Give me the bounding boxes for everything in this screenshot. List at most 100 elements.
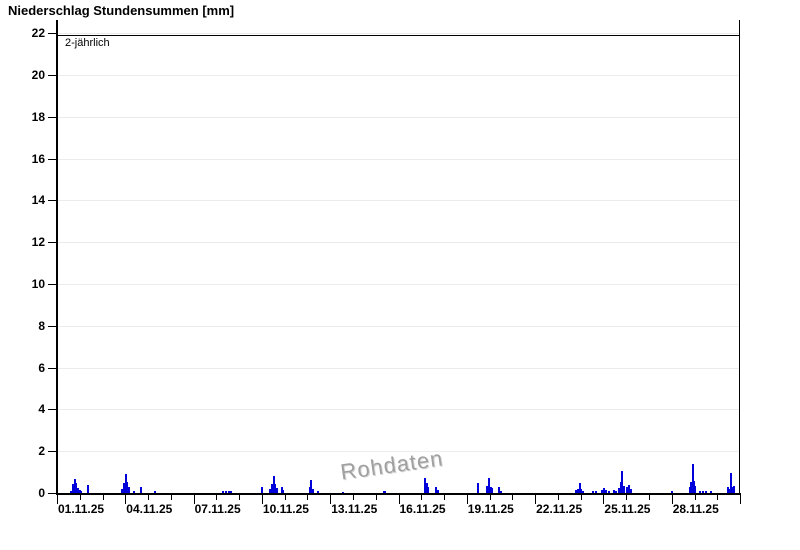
y-tick-label: 0 bbox=[38, 486, 45, 500]
precip-bar bbox=[630, 488, 633, 493]
x-tick bbox=[79, 495, 81, 500]
precip-bar bbox=[605, 489, 608, 493]
x-tick bbox=[421, 495, 423, 500]
precip-bar bbox=[382, 490, 385, 493]
y-tick bbox=[48, 325, 56, 327]
watermark: Rohdaten bbox=[338, 445, 445, 485]
y-tick-label: 18 bbox=[31, 109, 45, 124]
precip-bar bbox=[132, 490, 135, 493]
precip-bar bbox=[342, 491, 345, 493]
threshold-line bbox=[57, 35, 740, 37]
precip-bar bbox=[271, 483, 274, 493]
precip-bar bbox=[77, 488, 80, 493]
y-tick bbox=[48, 116, 56, 118]
precip-bar bbox=[694, 485, 697, 493]
gridline bbox=[57, 242, 740, 244]
precip-bar bbox=[671, 490, 674, 493]
precip-bar bbox=[499, 490, 502, 493]
precip-bar bbox=[580, 489, 583, 493]
y-tick bbox=[48, 283, 56, 285]
x-tick bbox=[375, 495, 377, 500]
precip-bar bbox=[614, 490, 617, 493]
precip-bar bbox=[75, 486, 78, 493]
precip-bar bbox=[607, 490, 610, 493]
x-tick-label: 19.11.25 bbox=[467, 502, 514, 516]
y-axis-line bbox=[56, 20, 58, 495]
x-tick bbox=[170, 495, 172, 500]
precip-bar bbox=[282, 489, 285, 493]
x-axis-line bbox=[56, 493, 741, 495]
precip-bar bbox=[733, 485, 736, 493]
precip-bar bbox=[139, 486, 142, 493]
precip-bar bbox=[693, 480, 696, 493]
precip-bar bbox=[86, 484, 89, 493]
gridline bbox=[57, 325, 740, 327]
gridline bbox=[57, 367, 740, 369]
gridline bbox=[57, 74, 740, 76]
x-tick bbox=[466, 495, 468, 504]
x-tick-label: 22.11.25 bbox=[536, 502, 583, 516]
precip-bar bbox=[582, 490, 585, 493]
precip-bar bbox=[154, 490, 157, 493]
y-tick-label: 10 bbox=[31, 276, 45, 291]
y-tick bbox=[48, 33, 56, 34]
gridline bbox=[57, 451, 740, 453]
precip-bar bbox=[595, 490, 598, 493]
y-tick-label: 8 bbox=[38, 318, 45, 333]
right-border-line bbox=[739, 20, 740, 495]
x-tick bbox=[307, 495, 309, 500]
precip-bar bbox=[275, 487, 278, 493]
x-tick bbox=[580, 495, 582, 500]
precip-bar bbox=[269, 488, 272, 493]
threshold-label: 2-jährlich bbox=[65, 36, 110, 49]
y-tick-label: 14 bbox=[31, 193, 45, 208]
chart-title: Niederschlag Stundensummen [mm] bbox=[8, 3, 235, 18]
precip-bar bbox=[224, 490, 227, 493]
precip-bar bbox=[230, 491, 233, 493]
y-tick-label: 6 bbox=[38, 360, 45, 375]
precip-bar bbox=[311, 488, 314, 493]
y-tick bbox=[48, 493, 56, 494]
y-tick-label: 22 bbox=[31, 26, 45, 40]
precip-bar bbox=[123, 482, 126, 493]
precip-bar bbox=[317, 490, 320, 493]
x-tick bbox=[740, 495, 741, 504]
precip-bar bbox=[618, 487, 621, 493]
precip-bar bbox=[488, 482, 491, 493]
precip-bar bbox=[612, 489, 615, 493]
x-tick bbox=[102, 495, 104, 500]
y-tick-label: 2 bbox=[38, 444, 45, 459]
precip-bar bbox=[702, 490, 705, 493]
x-tick bbox=[694, 495, 696, 500]
y-tick-label: 4 bbox=[38, 402, 45, 417]
plot-area: 2-jährlich Rohdaten 0 2 4 6 8 10 12 14 16 18 20 22 … bbox=[32, 20, 741, 516]
x-tick bbox=[717, 495, 719, 500]
y-tick-label: 16 bbox=[31, 151, 45, 166]
precip-bar bbox=[692, 463, 695, 493]
precip-bar bbox=[705, 490, 708, 493]
x-tick-label: 04.11.25 bbox=[126, 502, 173, 516]
precip-bar bbox=[731, 486, 734, 493]
x-tick-label: 16.11.25 bbox=[399, 502, 446, 516]
precip-bar bbox=[710, 491, 713, 493]
precip-bar bbox=[575, 489, 578, 493]
precip-bar bbox=[273, 483, 276, 493]
precip-bar bbox=[435, 486, 438, 493]
precip-bar bbox=[592, 491, 595, 493]
x-tick bbox=[671, 495, 673, 504]
gridline bbox=[57, 200, 740, 202]
gridline bbox=[57, 283, 740, 285]
precip-bar bbox=[384, 491, 387, 493]
precip-bar bbox=[730, 472, 733, 493]
x-tick-label: 28.11.25 bbox=[672, 502, 719, 516]
precip-bar bbox=[603, 488, 606, 493]
y-tick bbox=[48, 158, 56, 160]
x-tick bbox=[648, 495, 650, 500]
precip-bar bbox=[72, 483, 75, 493]
x-tick-label: 07.11.25 bbox=[194, 502, 241, 516]
precip-bar bbox=[126, 484, 129, 493]
x-tick bbox=[125, 495, 127, 504]
x-tick bbox=[57, 495, 58, 504]
precip-bar bbox=[310, 480, 313, 493]
